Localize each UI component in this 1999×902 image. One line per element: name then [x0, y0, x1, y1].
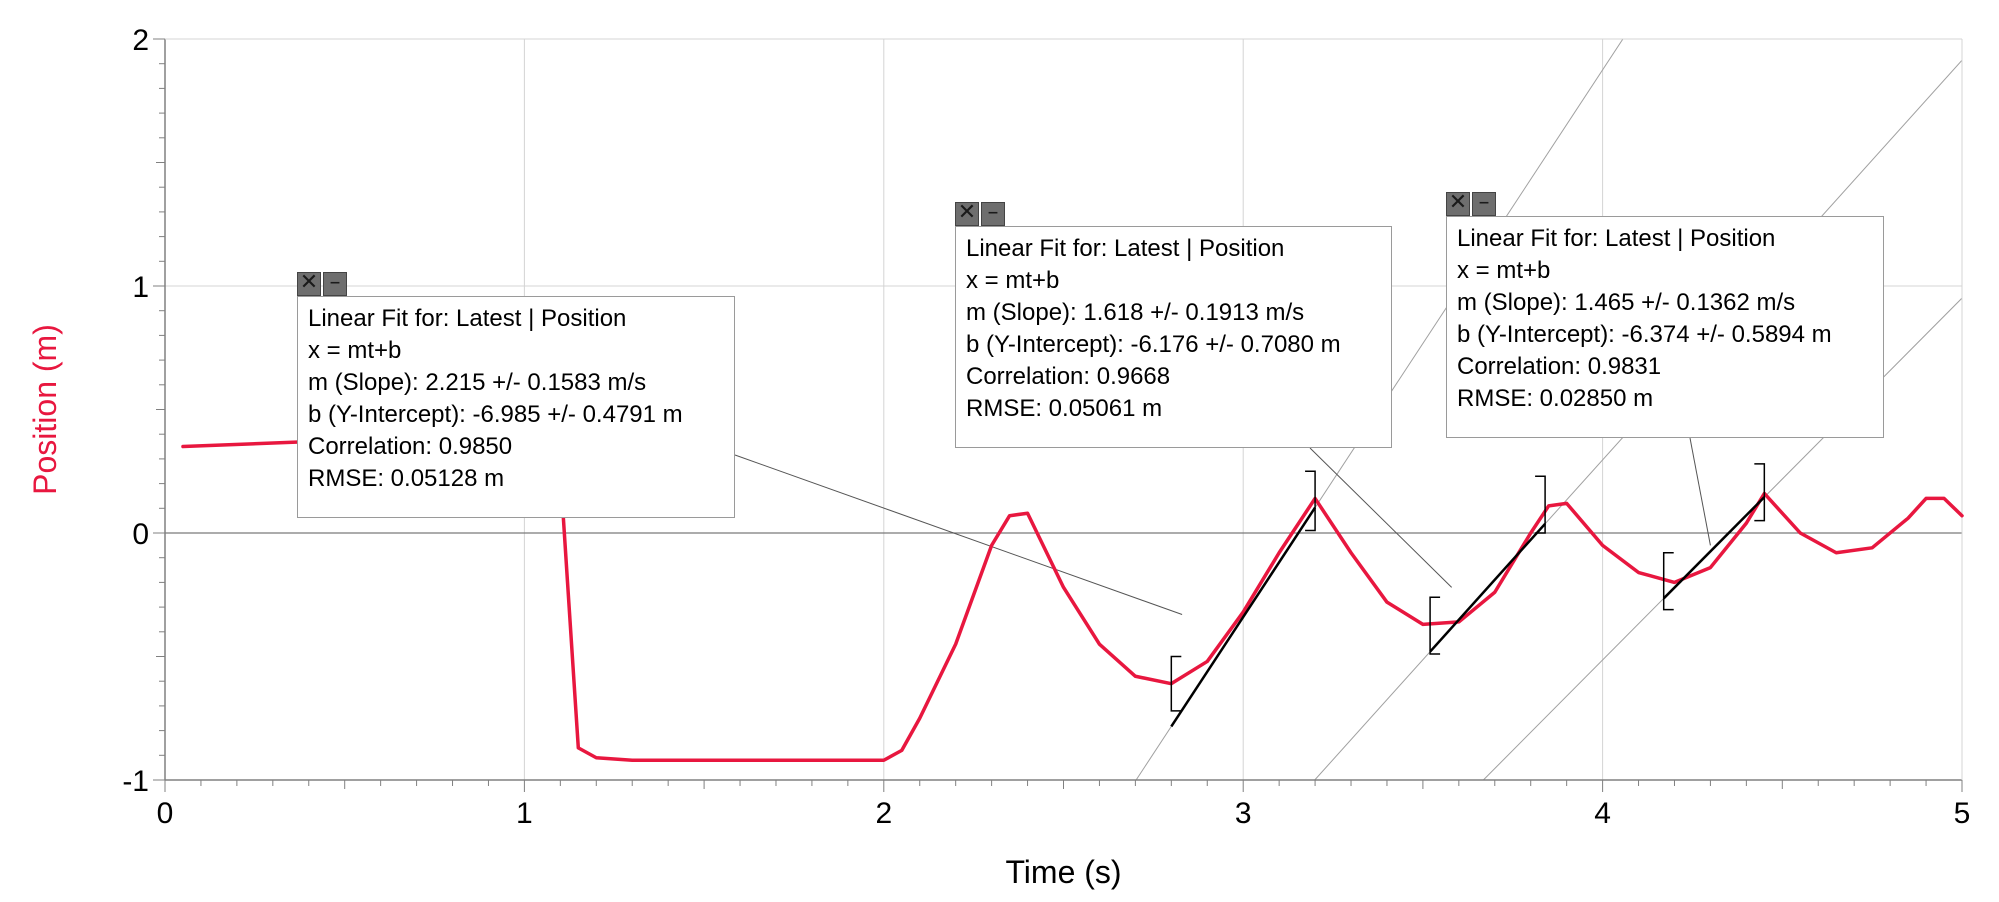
y-tick-label: 1 — [132, 271, 149, 304]
fit-correlation: Correlation: 0.9668 — [966, 363, 1171, 390]
position-series-line — [181, 437, 1964, 762]
fit-leader-lines — [734, 437, 1711, 615]
fit-rmse: RMSE: 0.02850 m — [1457, 385, 1654, 412]
minimize-icon[interactable]: – — [981, 202, 1005, 226]
series — [181, 437, 1964, 762]
x-tick-label: 2 — [875, 797, 892, 830]
linear-fit-box-1[interactable]: Linear Fit for: Latest | Position x = mt… — [297, 296, 735, 518]
fit-title: Linear Fit for: Latest | Position — [1457, 225, 1776, 252]
fit-title: Linear Fit for: Latest | Position — [966, 235, 1285, 262]
axes — [153, 38, 1963, 792]
fit-rmse: RMSE: 0.05128 m — [308, 465, 505, 492]
fit-range-bracket-right — [1754, 463, 1766, 522]
fit-slope: m (Slope): 2.215 +/- 0.1583 m/s — [308, 369, 647, 396]
y-tick-label: 0 — [132, 518, 149, 551]
fit-correlation: Correlation: 0.9850 — [308, 433, 513, 460]
fit-intercept: b (Y-Intercept): -6.374 +/- 0.5894 m — [1457, 321, 1832, 348]
x-tick-label: 4 — [1594, 797, 1611, 830]
linear-fit-box-2[interactable]: Linear Fit for: Latest | Position x = mt… — [955, 226, 1392, 448]
x-tick-label: 5 — [1954, 797, 1971, 830]
fit-lines — [1170, 463, 1766, 728]
fit-intercept: b (Y-Intercept): -6.176 +/- 0.7080 m — [966, 331, 1341, 358]
fit-range-bracket-left — [1429, 596, 1441, 655]
x-tick-label: 3 — [1235, 797, 1252, 830]
y-axis-label: Position (m) — [27, 324, 63, 495]
fit-correlation: Correlation: 0.9831 — [1457, 353, 1662, 380]
fit-line-3 — [1662, 496, 1766, 600]
close-icon[interactable]: ✕ — [1446, 192, 1470, 216]
fit-range-bracket-right — [1535, 475, 1546, 534]
fit-leader-line — [734, 454, 1183, 615]
minimize-icon[interactable]: – — [1472, 192, 1496, 216]
fit-equation: x = mt+b — [1457, 257, 1551, 284]
fit-box-controls: ✕ – — [955, 202, 1005, 226]
close-icon[interactable]: ✕ — [955, 202, 979, 226]
y-tick-label: -1 — [122, 765, 149, 798]
fit-title: Linear Fit for: Latest | Position — [308, 305, 627, 332]
x-tick-label: 1 — [516, 797, 533, 830]
x-tick-label: 0 — [157, 797, 174, 830]
fit-leader-line — [1689, 437, 1711, 546]
fit-intercept: b (Y-Intercept): -6.985 +/- 0.4791 m — [308, 401, 683, 428]
fit-line-2 — [1429, 522, 1547, 653]
linear-fit-box-3[interactable]: Linear Fit for: Latest | Position x = mt… — [1446, 216, 1884, 438]
fit-range-bracket-left — [1170, 655, 1182, 712]
fit-box-controls: ✕ – — [1446, 192, 1496, 216]
fit-leader-line — [1309, 447, 1453, 588]
minimize-icon[interactable]: – — [323, 272, 347, 296]
fit-rmse: RMSE: 0.05061 m — [966, 395, 1163, 422]
fit-slope: m (Slope): 1.465 +/- 0.1362 m/s — [1457, 289, 1796, 316]
fit-equation: x = mt+b — [308, 337, 402, 364]
fit-range-bracket-left — [1662, 552, 1674, 611]
x-axis-label: Time (s) — [1005, 854, 1121, 890]
fit-range-bracket-right — [1305, 470, 1316, 532]
fit-equation: x = mt+b — [966, 267, 1060, 294]
fit-box-controls: ✕ – — [297, 272, 347, 296]
close-icon[interactable]: ✕ — [297, 272, 321, 296]
fit-slope: m (Slope): 1.618 +/- 0.1913 m/s — [966, 299, 1305, 326]
y-tick-label: 2 — [132, 24, 149, 57]
fit-line-1 — [1170, 506, 1317, 728]
